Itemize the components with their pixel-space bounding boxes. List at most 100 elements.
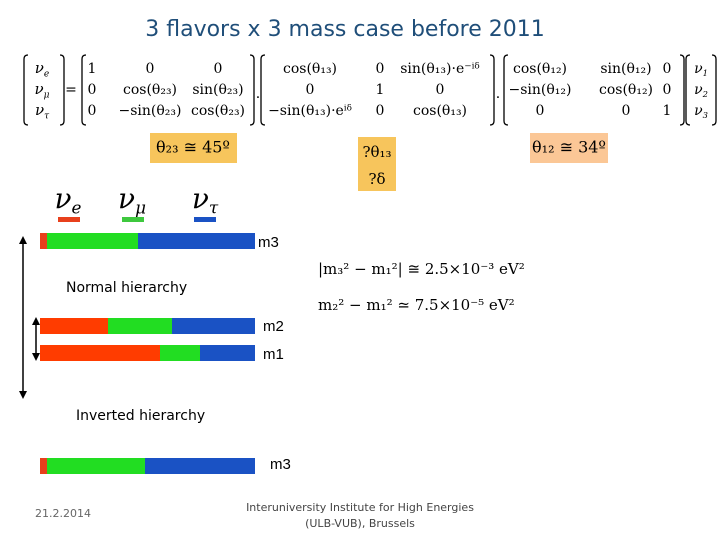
matrix-entry: 0	[214, 61, 223, 77]
matrix-entry: cos(θ₁₃)	[283, 61, 337, 77]
formula: m₂² − m₁² ≃ 7.5×10⁻⁵ eV²	[318, 296, 515, 314]
nu-sub: 2	[702, 89, 708, 99]
bracket	[489, 54, 495, 126]
bar-segment	[145, 458, 255, 474]
nu-sub: 3	[703, 110, 708, 120]
matrix-entry: cos(θ₂₃)	[123, 82, 177, 98]
bar-segment	[172, 318, 255, 334]
matrix-entry: 0	[88, 82, 97, 98]
nu-symbol: νe	[35, 59, 49, 79]
matrix-entry: 0	[88, 103, 97, 119]
mass-bar	[40, 318, 255, 334]
angle-text: θ₂₃ ≅ 45º	[156, 138, 230, 157]
matrix-entry: 0	[146, 61, 155, 77]
nu-symbol: ντ	[192, 182, 219, 217]
bar-segment	[40, 458, 47, 474]
bracket	[249, 54, 255, 126]
matrix-entry: cos(θ₂₃)	[191, 103, 245, 119]
hierarchy-label: Normal hierarchy	[66, 280, 187, 296]
matrix-entry: 0	[536, 103, 545, 119]
bracket	[503, 54, 509, 126]
angle-text: θ₁₂ ≅ 34º	[532, 138, 606, 157]
mass-bar	[40, 233, 255, 249]
bar-segment	[47, 458, 145, 474]
nu-symbol: νe	[55, 182, 82, 217]
flavor-dash	[194, 217, 216, 222]
bar-segment	[40, 233, 47, 249]
nu-letter: ν	[192, 182, 209, 215]
footer-date: 21.2.2014	[35, 507, 91, 520]
nu-letter: ν	[118, 182, 135, 215]
hierarchy-label: Inverted hierarchy	[76, 408, 205, 424]
mass-label: m3	[258, 234, 279, 251]
mass-bar	[40, 458, 255, 474]
slide-title: 3 flavors x 3 mass case before 2011	[145, 17, 545, 42]
bar-segment	[200, 345, 255, 361]
matrix-entry: 0	[622, 103, 631, 119]
flavor-dash	[122, 217, 144, 222]
bar-segment	[160, 345, 200, 361]
footer-text: (ULB-VUB), Brussels	[305, 517, 415, 530]
matrix-entry: cos(θ₁₂)	[513, 61, 567, 77]
matrix-entry: −sin(θ₁₂)	[509, 82, 572, 98]
nu-sub: e	[44, 69, 49, 79]
nu-sub: μ	[44, 90, 50, 100]
matrix-entry: 0	[376, 61, 385, 77]
dot: ·	[496, 90, 500, 106]
nu-symbol: ν1	[694, 61, 708, 78]
nu-sub: 1	[703, 68, 708, 78]
matrix-entry: −sin(θ₂₃)	[119, 103, 182, 119]
matrix-entry: 0	[436, 82, 445, 98]
bar-segment	[40, 318, 108, 334]
angle-box	[358, 137, 396, 191]
nu-symbol: ν3	[694, 103, 708, 120]
matrix-entry: cos(θ₁₃)	[413, 103, 467, 119]
nu-symbol: νμ	[35, 80, 50, 100]
mass-label: m1	[263, 346, 284, 363]
equals: =	[65, 82, 77, 98]
matrix-entry: sin(θ₁₂)	[600, 61, 651, 77]
bracket	[679, 54, 685, 126]
flavor-dash	[58, 217, 80, 222]
nu-symbol: νμ	[118, 182, 146, 217]
nu-sub: e	[72, 197, 82, 217]
angle-text: ?δ	[368, 170, 385, 188]
bracket	[81, 54, 87, 126]
matrix-entry: −sin(θ₁₃)·eⁱᵟ	[268, 103, 352, 119]
mass-label: m3	[270, 456, 291, 473]
dot: ·	[256, 90, 260, 106]
matrix-entry: sin(θ₂₃)	[192, 82, 243, 98]
angle-box	[530, 133, 608, 163]
bracket	[711, 54, 717, 126]
matrix-entry: sin(θ₁₃)·e⁻ⁱᵟ	[400, 61, 480, 77]
bar-segment	[138, 233, 255, 249]
matrix-entry: cos(θ₁₂)	[599, 82, 653, 98]
nu-letter: ν	[694, 103, 703, 119]
nu-letter: ν	[694, 61, 703, 77]
matrix-entry: 0	[306, 82, 315, 98]
matrix-entry: 0	[663, 82, 672, 98]
angle-box	[150, 133, 237, 163]
mass-label: m2	[263, 318, 284, 335]
bar-segment	[47, 233, 138, 249]
bracket	[260, 54, 266, 126]
angle-text: ?θ₁₃	[362, 143, 391, 161]
bracket	[23, 54, 29, 126]
formula: |m₃² − m₁²| ≅ 2.5×10⁻³ eV²	[318, 260, 525, 278]
nu-sub: μ	[135, 197, 146, 217]
mass-bar	[40, 345, 255, 361]
matrix-entry: 1	[88, 61, 97, 77]
nu-letter: ν	[694, 82, 703, 98]
footer-text: Interuniversity Institute for High Energ…	[246, 501, 474, 514]
nu-sub: τ	[44, 111, 50, 121]
nu-symbol: ν2	[694, 82, 708, 99]
nu-sub: τ	[209, 197, 219, 217]
nu-letter: ν	[35, 101, 44, 119]
nu-symbol: ντ	[35, 101, 50, 121]
matrix-entry: 1	[376, 82, 385, 98]
nu-letter: ν	[35, 59, 44, 77]
bar-segment	[108, 318, 172, 334]
bracket	[59, 54, 65, 126]
matrix-entry: 0	[663, 61, 672, 77]
